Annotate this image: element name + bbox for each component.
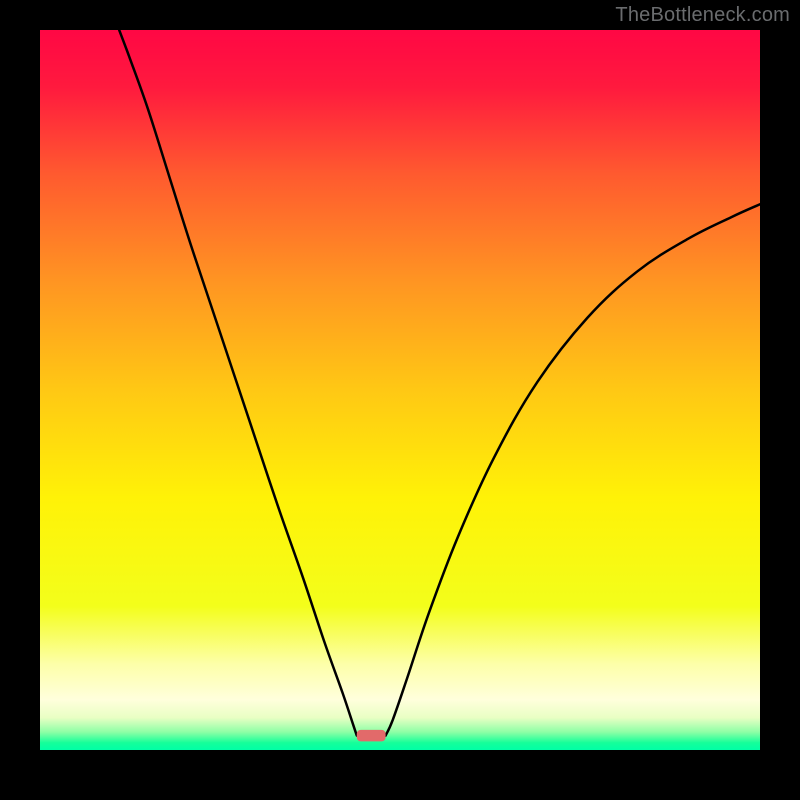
optimal-range-marker: [357, 730, 386, 742]
bottleneck-chart: [0, 0, 800, 800]
plot-background: [40, 30, 760, 750]
chart-container: TheBottleneck.com: [0, 0, 800, 800]
watermark-label: TheBottleneck.com: [615, 4, 790, 27]
